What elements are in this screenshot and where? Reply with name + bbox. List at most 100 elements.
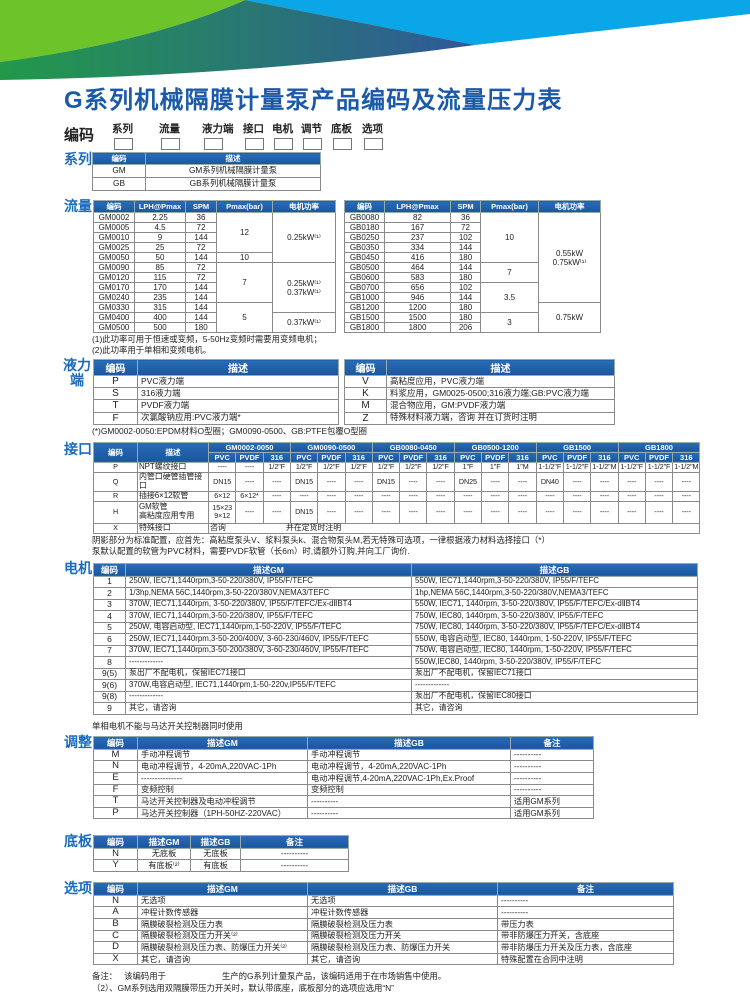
series-table: 编码 描述 GM GM系列机械隔膜计量泵 GB GB系列机械隔膜计量泵 <box>92 152 321 191</box>
table-row: 3 370W, IEC71,1440rpm, 3-50-220/380V, IP5… <box>93 598 698 612</box>
table-cell: 泵出厂不配电机，保留IEC80接口 <box>411 690 698 704</box>
value-cell: 1-1/2"F <box>562 461 592 473</box>
connection-table: 编码 描述 GM0002-0050 GM0090-0500 GB0080-0450 GB0… <box>93 441 701 534</box>
table-cell: GM系列机械隔膜计量泵 <box>145 164 321 178</box>
table-cell: 102 <box>450 232 481 243</box>
table-row: T 马达开关控制器及电动冲程调节 ---------- 适用GM系列 <box>93 795 594 808</box>
table-cell: GB0080 <box>344 212 385 223</box>
value-cell: ---- <box>399 490 428 502</box>
table-cell: D <box>93 941 138 954</box>
value-cell: DN25 <box>453 471 483 492</box>
table-cell: ---------- <box>240 859 349 872</box>
value-cell: ---- <box>535 500 564 524</box>
material-header: PVDF <box>317 451 346 463</box>
table-row: E --------------- 电动冲程调节,4-20mA,220VAC-1Ph… <box>93 771 594 785</box>
table-cell: 1/3hp,NEMA 56C,1440rpm,3-50-220/380V,NEM… <box>125 587 412 600</box>
value-cell: 1-1/2"M <box>672 461 701 473</box>
table-row: 9(6) 370W,电容启动型, IEC71,1440rpm,1-50-220v,… <box>93 679 698 692</box>
code-field-box <box>364 138 383 150</box>
column-header: 描述 <box>137 441 209 463</box>
table-cell: 隔膜破裂检测及压力表、防爆压力开关⁽²⁾ <box>137 941 308 954</box>
table-cell: 583 <box>384 272 451 283</box>
column-header: 编码 <box>93 359 138 376</box>
table-row: GM GM系列机械隔膜计量泵 <box>92 164 321 178</box>
table-cell: 115 <box>134 272 186 283</box>
table-cell: P <box>93 374 138 389</box>
table-cell: Z <box>344 411 387 425</box>
table-cell: 其它，请咨询 <box>125 702 412 715</box>
table-cell: GB1800 <box>344 322 385 333</box>
table-cell: 7 <box>93 644 126 658</box>
code-field-label: 选项 <box>362 123 383 135</box>
table-cell: 550W, IEC71,1440rpm,3-50-220/380V, IP55/… <box>411 575 698 589</box>
table-cell: 9(8) <box>93 690 126 704</box>
table-cell: 36 <box>185 212 217 223</box>
code-field-label: 系列 <box>112 123 133 135</box>
table-row: 8 ------------- 550W,IEC80, 1440rpm, 3-50-… <box>93 656 698 669</box>
table-cell: 144 <box>185 282 217 293</box>
value-cell: 1"F <box>481 461 510 473</box>
table-cell: GM0120 <box>93 272 135 283</box>
value-cell: ---- <box>535 490 564 502</box>
table-row: F 次氯酸钠应用:PVC液力端* <box>93 411 339 425</box>
material-header: PVC <box>535 451 564 463</box>
base-table: 编码 描述GM 描述GB 备注 N 无底板 无底板 ---------- Y 有底板⁽²⁾ 有底板 -… <box>93 834 349 872</box>
value-cell: ---- <box>644 490 674 502</box>
table-cell: 次氯酸钠应用:PVC液力端* <box>137 411 339 425</box>
value-cell: ---- <box>426 490 455 502</box>
options-table: 编码 描述GM 描述GB 备注 N 无选项 无选项 ---------- A 冲程计数传感器 冲程计… <box>93 881 674 966</box>
table-cell: 混合物应用，GM:PVDF液力端 <box>386 399 615 413</box>
motor-table: 编码 描述GM 描述GB 1 250W, IEC71,1440rpm,3-50-220/… <box>93 562 698 715</box>
table-cell: 5 <box>216 302 273 333</box>
column-header: 电机功率 <box>538 200 601 213</box>
material-header: PVDF <box>644 451 674 463</box>
table-cell: 237 <box>384 232 451 243</box>
column-header: 描述GM <box>137 834 191 849</box>
table-cell: GB0350 <box>344 242 385 253</box>
table-row: GB1800 1800 206 <box>344 322 601 333</box>
table-cell: 0.75kW <box>538 302 601 333</box>
table-cell: GB0700 <box>344 282 385 293</box>
value-cell: ---- <box>426 500 455 524</box>
code-cell: X <box>93 522 138 534</box>
table-cell: 5 <box>93 621 126 635</box>
table-cell: M <box>93 748 138 762</box>
table-cell: GM0500 <box>93 322 135 333</box>
table-cell: ---------- <box>510 783 594 797</box>
table-cell: 4 <box>93 610 126 623</box>
table-cell: 72 <box>185 222 217 233</box>
material-header: 316 <box>262 451 291 463</box>
remark-text: 并在定货时注明 <box>285 522 342 532</box>
table-cell: 隔膜破裂检测及压力表 <box>307 917 498 931</box>
table-cell: 3 <box>480 312 539 333</box>
material-header: 316 <box>672 451 701 463</box>
value-cell: ---- <box>426 471 455 492</box>
column-header: LPH@Pmax <box>384 200 451 213</box>
column-header: 编码 <box>93 200 135 213</box>
table-cell: ------------- <box>125 690 412 704</box>
code-cell: R <box>93 490 138 502</box>
code-field-label: 流量 <box>159 123 180 135</box>
table-cell: N <box>93 894 138 908</box>
table-row: GB0080 82 36 10 0.55kW 0.75kW⁽¹⁾ <box>344 212 601 303</box>
table-row: GB0700 656 102 3.5 <box>344 282 601 313</box>
table-cell: 400 <box>134 312 186 323</box>
code-field: 系列 <box>112 121 133 150</box>
column-header: LPH@Pmax <box>134 200 186 213</box>
value-cell: ---- <box>672 471 701 492</box>
table-cell: 2.25 <box>134 212 186 223</box>
table-cell: F <box>93 783 138 797</box>
table-cell: T <box>93 795 138 808</box>
code-field-box <box>114 138 133 150</box>
table-cell: K <box>344 387 387 401</box>
table-cell: 144 <box>185 252 217 263</box>
table-cell: 180 <box>185 322 217 333</box>
table-cell: 72 <box>185 262 217 273</box>
group-header: GB1500 <box>535 441 619 453</box>
table-cell: N <box>93 847 138 861</box>
column-header: 备注 <box>497 881 674 896</box>
table-cell: 180 <box>450 272 481 283</box>
value-cell: ---- <box>562 500 592 524</box>
table-cell: 72 <box>185 242 217 253</box>
value-cell: ---- <box>562 490 592 502</box>
